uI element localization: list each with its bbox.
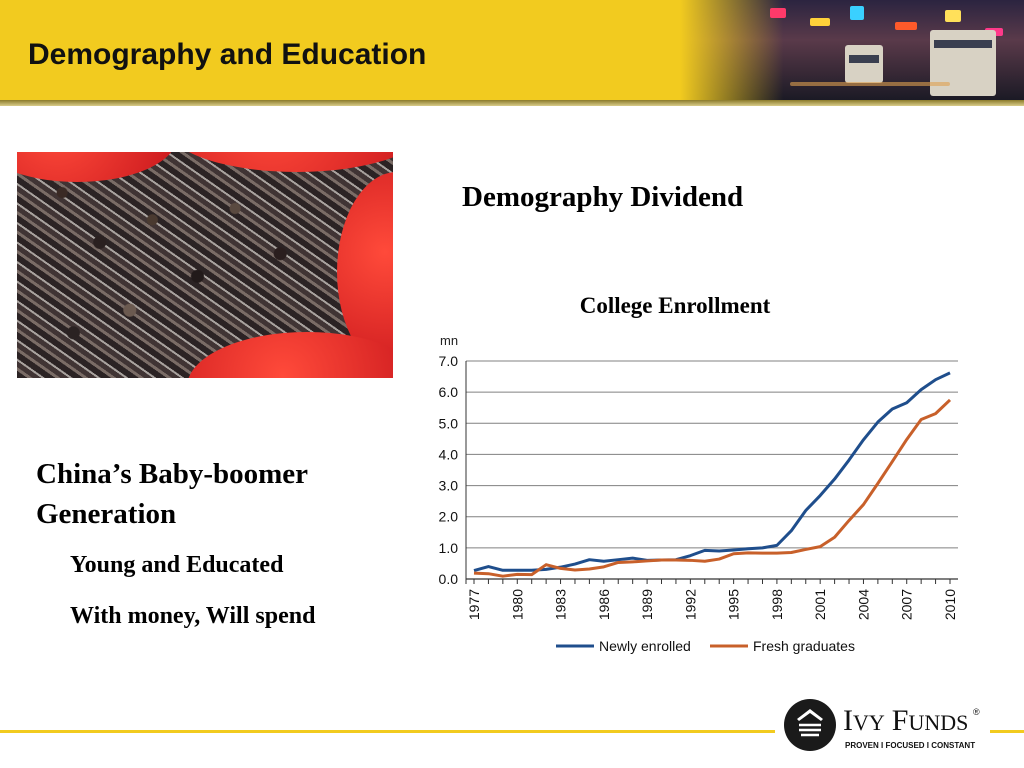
registered-mark: ® (973, 707, 980, 717)
x-tick-label: 1977 (466, 589, 482, 620)
point-money-spend: With money, Will spend (70, 603, 316, 629)
legend-label: Fresh graduates (753, 638, 855, 654)
series-line-fresh-graduates (473, 398, 952, 578)
point-young-educated: Young and Educated (70, 552, 284, 578)
footer-rule-left (0, 730, 775, 733)
left-heading-line2: Generation (36, 498, 177, 530)
crowd-photo (17, 152, 393, 378)
x-tick-label: 2001 (812, 589, 828, 620)
footer-rule-right (990, 730, 1024, 733)
series-line-newly-enrolled (473, 371, 951, 573)
header-shadow (0, 100, 1024, 106)
y-tick-label: 5.0 (439, 415, 459, 431)
y-tick-label: 0.0 (439, 571, 459, 587)
y-axis-unit-label: mn (440, 333, 458, 348)
y-tick-label: 2.0 (439, 509, 459, 525)
left-heading-line1: China’s Baby-boomer (36, 458, 309, 490)
ivy-funds-wordmark: IVY FUNDS (843, 704, 968, 737)
logo-tagline: PROVEN I FOCUSED I CONSTANT (845, 741, 975, 750)
x-tick-label: 1998 (769, 589, 785, 620)
chart-series (473, 371, 952, 578)
x-tick-label: 1980 (509, 589, 525, 620)
y-tick-label: 4.0 (439, 446, 459, 462)
chart-legend: Newly enrolled Fresh graduates (556, 638, 855, 654)
y-axis-ticks: 0.0 1.0 2.0 3.0 4.0 5.0 6.0 7.0 (439, 353, 459, 587)
chart-title: College Enrollment (580, 293, 771, 318)
x-tick-label: 2007 (899, 589, 915, 620)
x-tick-label: 2010 (942, 589, 958, 620)
page-title: Demography and Education (28, 38, 427, 71)
left-heading: China’s Baby-boomer Generation (36, 454, 308, 534)
x-tick-label: 1983 (553, 589, 569, 620)
x-tick-label: 1989 (639, 589, 655, 620)
city-street-photo (680, 0, 1024, 100)
ivy-funds-emblem: IVY FUNDS ® PROVEN I FOCUSED I CONSTANT (784, 699, 980, 751)
x-tick-label: 2004 (855, 589, 871, 620)
x-tick-label: 1986 (596, 589, 612, 620)
legend-label: Newly enrolled (599, 638, 691, 654)
header-bar: Demography and Education (0, 0, 1024, 100)
y-tick-label: 6.0 (439, 384, 459, 400)
x-tick-label: 1995 (726, 589, 742, 620)
legend-item-fresh-graduates: Fresh graduates (710, 638, 855, 654)
y-tick-label: 3.0 (439, 478, 459, 494)
ivy-funds-logo: IVY FUNDS ® PROVEN I FOCUSED I CONSTANT (783, 697, 1013, 762)
x-axis-ticks: 1977 1980 1983 1986 1989 1992 1995 1998 2001 2004… (466, 579, 958, 620)
x-tick-label: 1992 (682, 589, 698, 620)
y-tick-label: 1.0 (439, 540, 459, 556)
demography-dividend-heading: Demography Dividend (462, 181, 744, 213)
chart-grid (465, 360, 958, 584)
legend-item-newly-enrolled: Newly enrolled (556, 638, 691, 654)
y-tick-label: 7.0 (439, 353, 459, 369)
